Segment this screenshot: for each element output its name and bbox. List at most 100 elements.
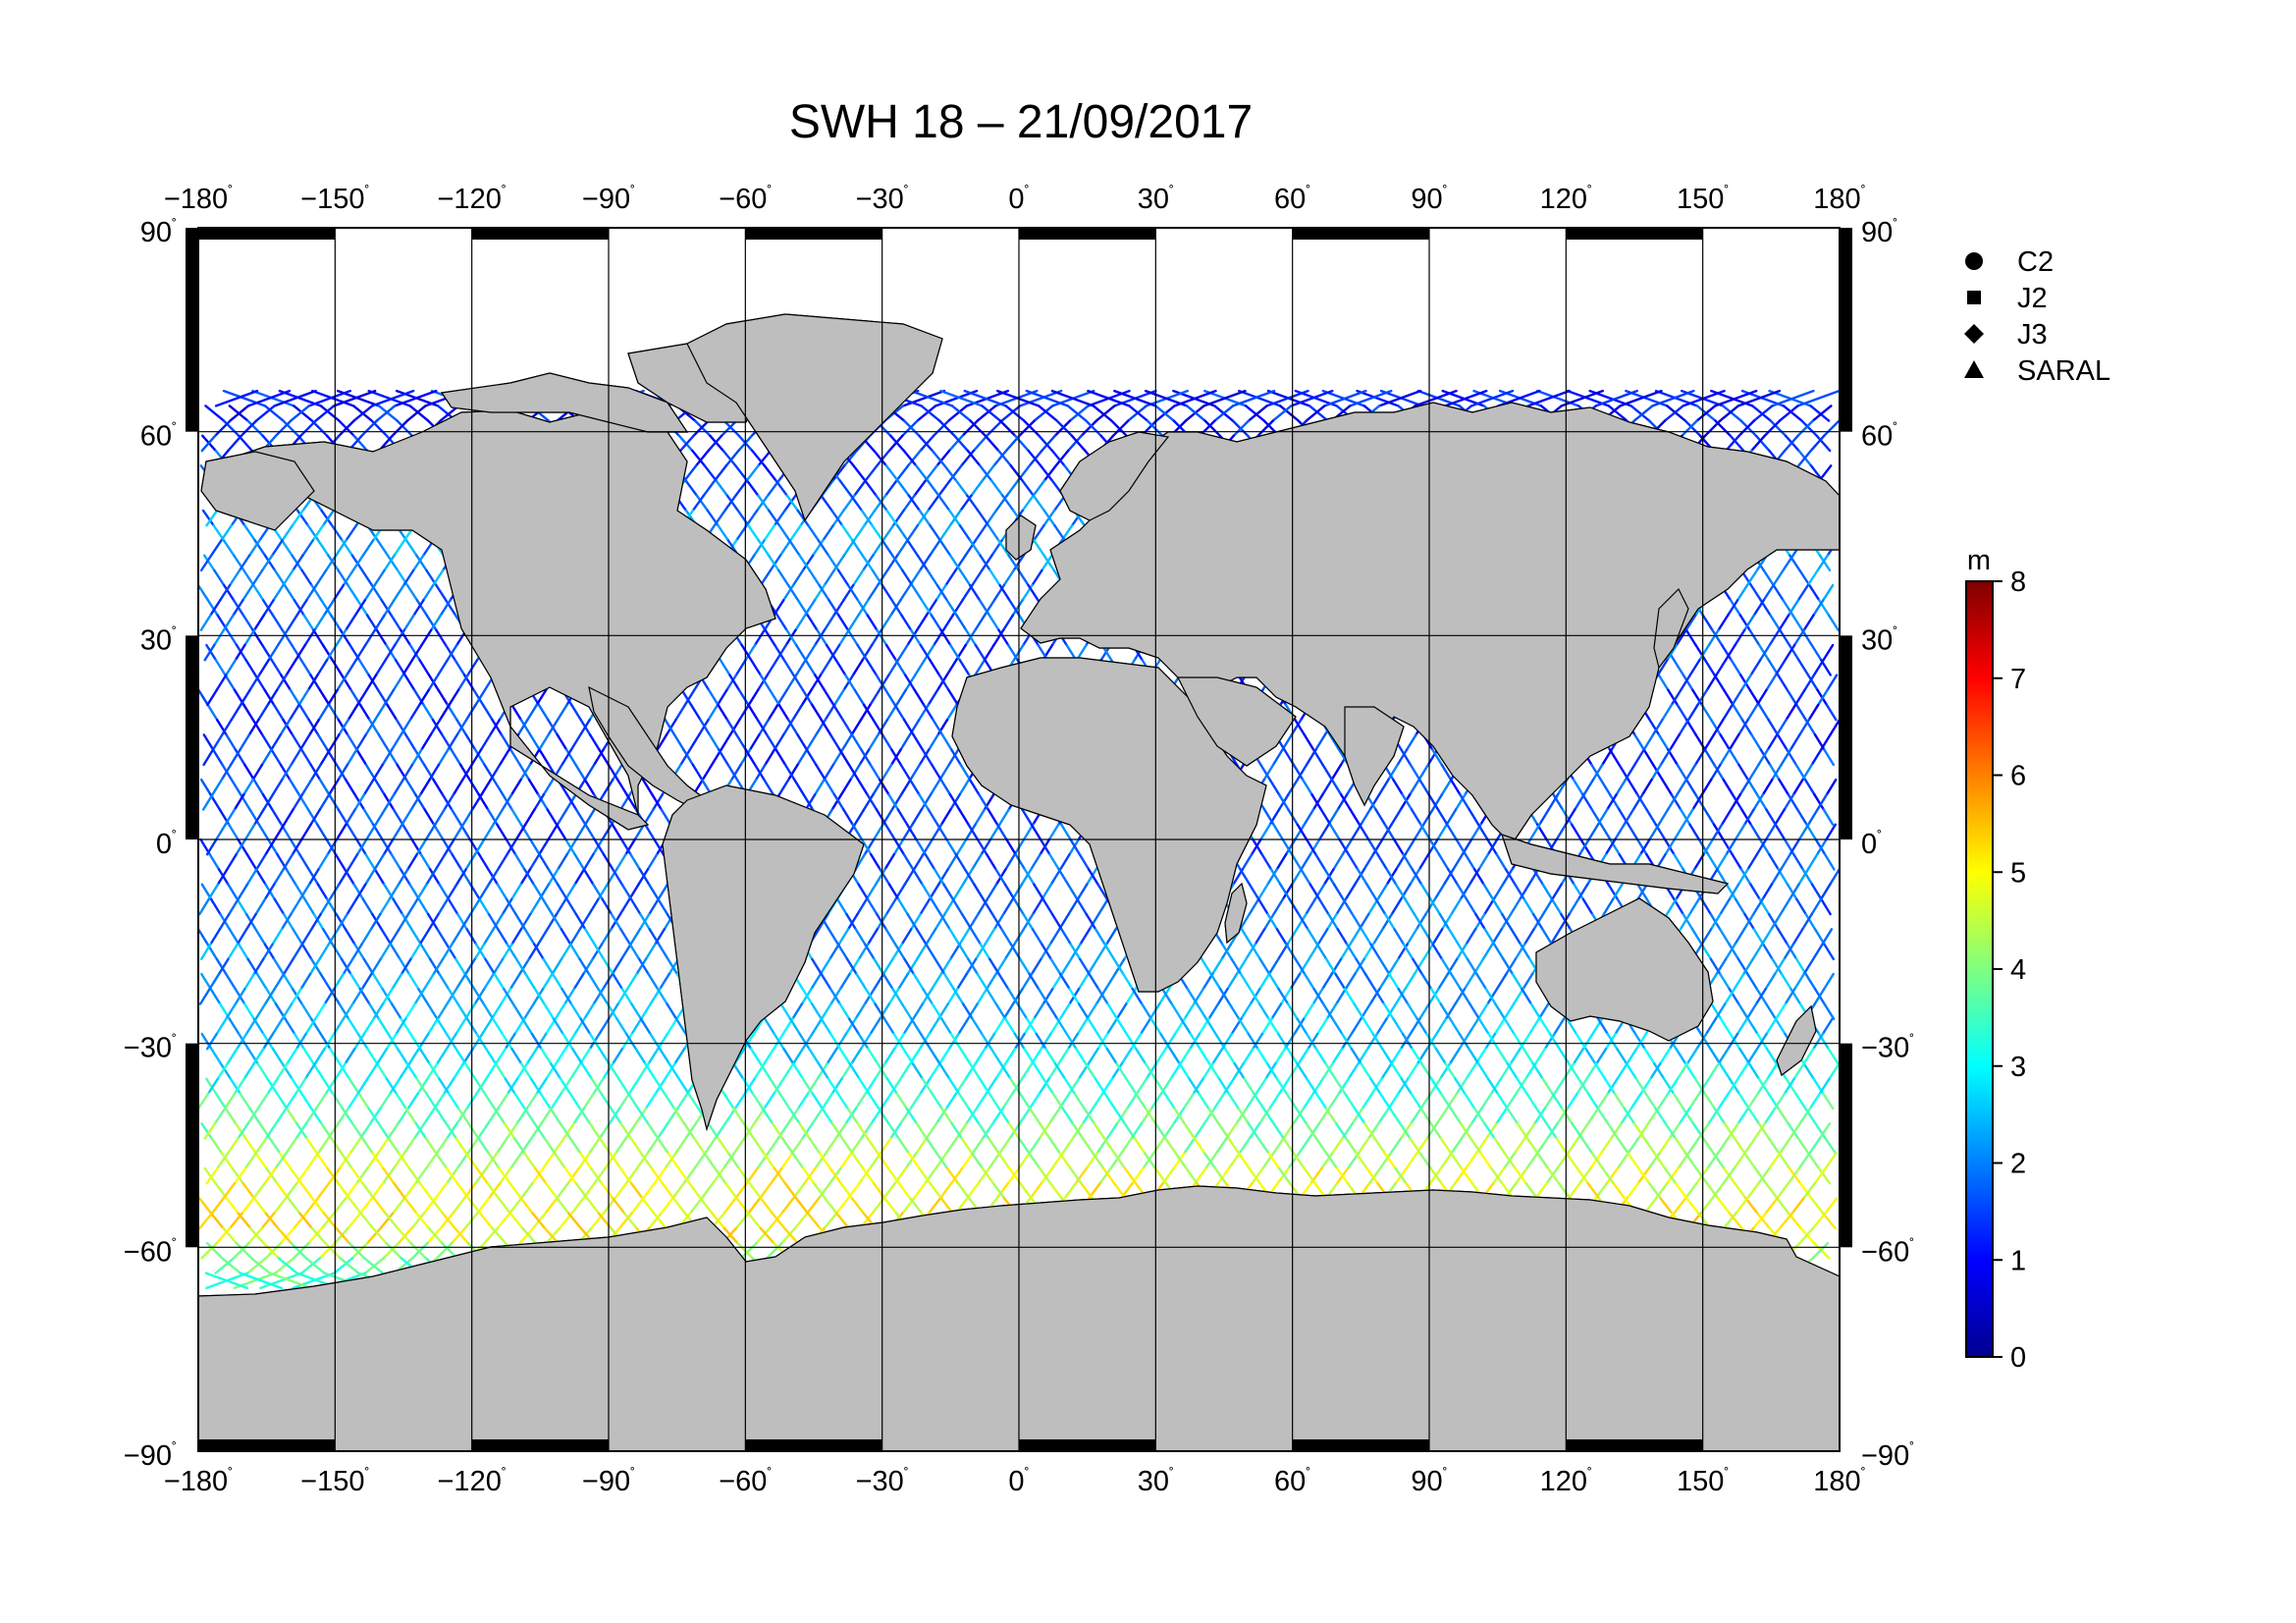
track-segment [291,733,303,751]
track-segment [1331,1048,1344,1065]
track-segment [881,957,894,976]
track-segment [1719,733,1732,751]
track-segment [824,778,836,796]
track-segment [674,1017,687,1036]
track-segment [1122,972,1134,991]
track-segment [1823,1002,1836,1020]
track-segment [976,988,988,1005]
track-segment [1823,943,1836,961]
track-segment [592,883,604,901]
track-segment [633,823,646,841]
track-segment [1321,778,1333,796]
track-segment [430,1197,445,1215]
track-segment [791,1152,805,1170]
track-segment [629,897,642,916]
track-segment [302,1048,315,1065]
track-segment [1320,1152,1334,1170]
track-segment [918,748,931,767]
track-segment [569,1002,582,1020]
track-segment [850,733,863,751]
track-segment [598,1048,611,1065]
track-segment [381,838,394,856]
track-segment [375,628,388,647]
track-segment [682,1166,696,1185]
track-segment [990,912,1003,931]
track-segment [1414,389,1458,407]
track-segment [1104,972,1117,991]
track-segment [567,1212,582,1230]
track-segment [1661,778,1674,796]
track-segment [1648,718,1661,736]
track-segment [551,912,563,931]
track-segment [1019,957,1031,976]
track-segment [1788,643,1800,662]
track-segment [960,1152,974,1170]
track-segment [1656,659,1669,676]
track-segment [941,614,954,631]
track-segment [1527,868,1540,886]
track-segment [1188,1077,1201,1096]
track-segment [518,1226,535,1245]
track-segment [213,628,226,647]
track-segment [1075,1048,1088,1065]
track-segment [1780,748,1792,767]
track-segment [956,972,968,991]
track-segment [955,1122,968,1140]
track-segment [302,614,315,631]
track-segment [860,748,873,767]
track-segment [528,853,541,871]
track-segment [840,1137,854,1156]
track-segment [213,568,226,587]
track-segment [1183,1002,1196,1020]
track-segment [495,1137,508,1156]
track-segment [997,972,1010,991]
track-segment [1705,674,1718,691]
track-segment [859,703,872,722]
track-segment [708,733,721,751]
track-segment [624,1122,637,1140]
track-segment [912,1182,927,1200]
track-segment [214,389,259,407]
track-segment [438,883,451,901]
track-segment [1759,643,1771,662]
track-segment [1638,838,1651,856]
track-segment [492,1017,505,1036]
track-segment [1069,838,1082,856]
track-segment [939,808,952,826]
track-segment [1791,614,1804,631]
track-segment [1344,883,1357,901]
track-segment [324,1241,342,1260]
track-segment [473,1077,487,1096]
track-segment [1776,718,1788,736]
track-segment [1767,718,1780,736]
track-segment [1020,868,1033,886]
track-segment [454,659,466,676]
track-segment [842,808,854,826]
track-segment [845,912,857,931]
track-segment [478,897,491,916]
track-segment [279,1226,295,1245]
track-segment [787,763,799,782]
track-segment [1739,419,1758,438]
track-segment [552,1017,564,1036]
track-segment [375,1062,389,1080]
track-segment [569,928,581,946]
track-segment [963,868,976,886]
track-segment [1572,778,1584,796]
track-segment [355,1166,369,1185]
track-segment [277,1257,298,1274]
track-segment [299,419,317,438]
track-segment [1445,808,1458,826]
track-segment [1357,1137,1370,1156]
track-segment [451,853,463,871]
track-segment [882,1182,896,1200]
track-segment [904,1152,918,1170]
track-segment [1778,778,1790,796]
track-segment [891,988,904,1005]
track-segment [1019,1092,1032,1110]
track-segment [432,823,445,841]
track-segment [391,419,409,438]
track-segment [883,479,898,497]
track-segment [1330,763,1343,782]
track-segment [238,943,249,961]
